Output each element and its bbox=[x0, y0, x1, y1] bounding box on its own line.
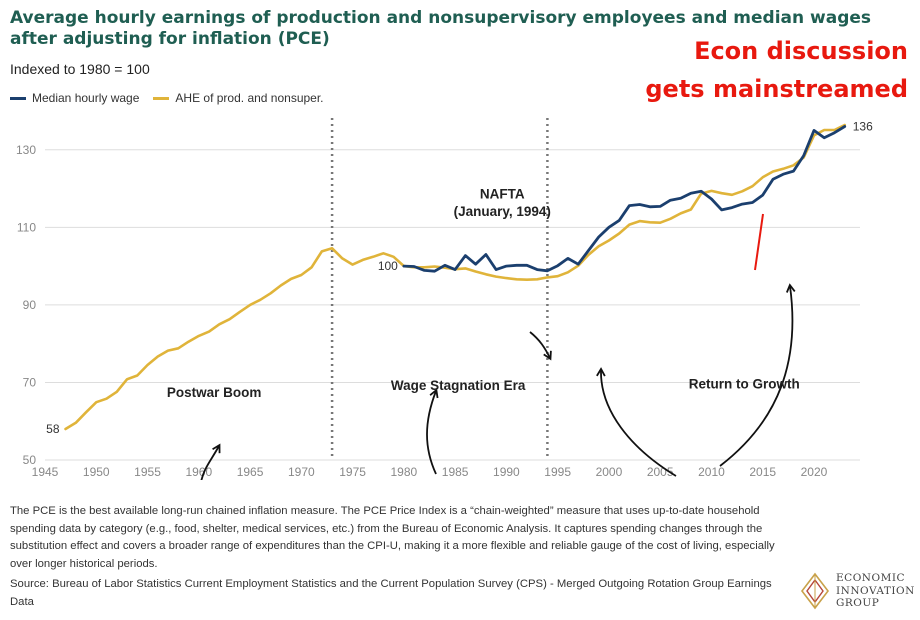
y-tick-label: 110 bbox=[17, 220, 36, 234]
grid-layer bbox=[45, 149, 860, 461]
x-tick-label: 2000 bbox=[596, 465, 623, 479]
y-tick-label: 70 bbox=[23, 375, 37, 389]
data-label: 58 bbox=[46, 422, 60, 436]
callout-line-1: Econ discussion bbox=[694, 37, 908, 65]
x-tick-label: 1955 bbox=[134, 465, 161, 479]
axis-labels: 50 70 90 110 130 1945 1950 1955 1960 1965 1970 1975… bbox=[16, 143, 828, 479]
stagnation-arrow bbox=[426, 388, 439, 475]
x-tick-label: 2010 bbox=[698, 465, 725, 479]
data-label: 100 bbox=[378, 259, 398, 273]
data-labels: 58 100 136 bbox=[46, 120, 873, 436]
reference-lines bbox=[330, 118, 549, 460]
chart-title: Average hourly earnings of production an… bbox=[10, 8, 872, 49]
return-growth-arrow-right bbox=[719, 283, 796, 467]
logo: ECONOMIC INNOVATION GROUP bbox=[800, 572, 915, 610]
nafta-arrow bbox=[529, 331, 552, 361]
data-label: 136 bbox=[853, 120, 873, 134]
callout-line-2: gets mainstreamed bbox=[645, 75, 908, 103]
logo-line-1: ECONOMIC bbox=[836, 572, 906, 585]
postwar-boom-arrow bbox=[200, 443, 221, 480]
annotation-label: Return to Growth bbox=[689, 376, 800, 391]
x-tick-label: 1965 bbox=[237, 465, 264, 479]
logo-text: ECONOMIC INNOVATION GROUP bbox=[836, 572, 915, 610]
annotation-label: (January, 1994) bbox=[454, 204, 551, 219]
x-tick-label: 1960 bbox=[185, 465, 212, 479]
chart-legend: Median hourly wage AHE of prod. and nons… bbox=[10, 91, 338, 105]
callout-annotation: Econ discussion gets mainstreamed bbox=[645, 32, 908, 108]
x-tick-label: 1975 bbox=[339, 465, 366, 479]
annotation-label: Postwar Boom bbox=[167, 385, 262, 400]
annotation-label: Wage Stagnation Era bbox=[391, 378, 526, 393]
series-line-median bbox=[402, 125, 847, 273]
x-tick-label: 1950 bbox=[83, 465, 110, 479]
legend-swatch-median bbox=[10, 96, 26, 100]
source-text: Source: Bureau of Labor Statistics Curre… bbox=[10, 578, 772, 608]
x-tick-label: 1995 bbox=[544, 465, 571, 479]
logo-line-2: INNOVATION bbox=[836, 584, 915, 597]
legend-swatch-ahe bbox=[153, 96, 170, 100]
annotation-label: NAFTA bbox=[480, 187, 525, 202]
x-tick-label: 1970 bbox=[288, 465, 315, 479]
footnote-text: The PCE is the best available long-run c… bbox=[10, 505, 775, 570]
x-tick-label: 2020 bbox=[801, 465, 828, 479]
x-tick-label: 1980 bbox=[391, 465, 418, 479]
y-tick-label: 130 bbox=[16, 143, 36, 157]
chart-subtitle: Indexed to 1980 = 100 bbox=[10, 61, 150, 77]
legend-label-ahe: AHE of prod. and nonsuper. bbox=[175, 91, 324, 105]
x-tick-label: 1945 bbox=[32, 465, 59, 479]
y-tick-label: 50 bbox=[23, 453, 37, 467]
y-tick-label: 90 bbox=[23, 298, 37, 312]
legend-label-median: Median hourly wage bbox=[32, 91, 140, 105]
callout-arrow bbox=[754, 213, 764, 271]
x-tick-label: 2005 bbox=[647, 465, 674, 479]
chart-annotations: Postwar Boom Wage Stagnation Era NAFTA (Jan… bbox=[167, 187, 800, 401]
legend-item-median: Median hourly wage bbox=[10, 91, 139, 105]
x-tick-label: 1990 bbox=[493, 465, 520, 479]
legend-item-ahe: AHE of prod. and nonsuper. bbox=[153, 91, 324, 105]
logo-line-3: GROUP bbox=[836, 597, 880, 610]
series-layer bbox=[64, 123, 847, 431]
return-growth-arrow-left bbox=[596, 367, 677, 477]
logo-mark-icon bbox=[800, 572, 830, 610]
x-tick-label: 2015 bbox=[749, 465, 776, 479]
x-tick-label: 1985 bbox=[442, 465, 469, 479]
annotation-arrows bbox=[200, 213, 796, 480]
line-chart: 50 70 90 110 130 1945 1950 1955 1960 1965 1970 1975… bbox=[16, 118, 873, 480]
